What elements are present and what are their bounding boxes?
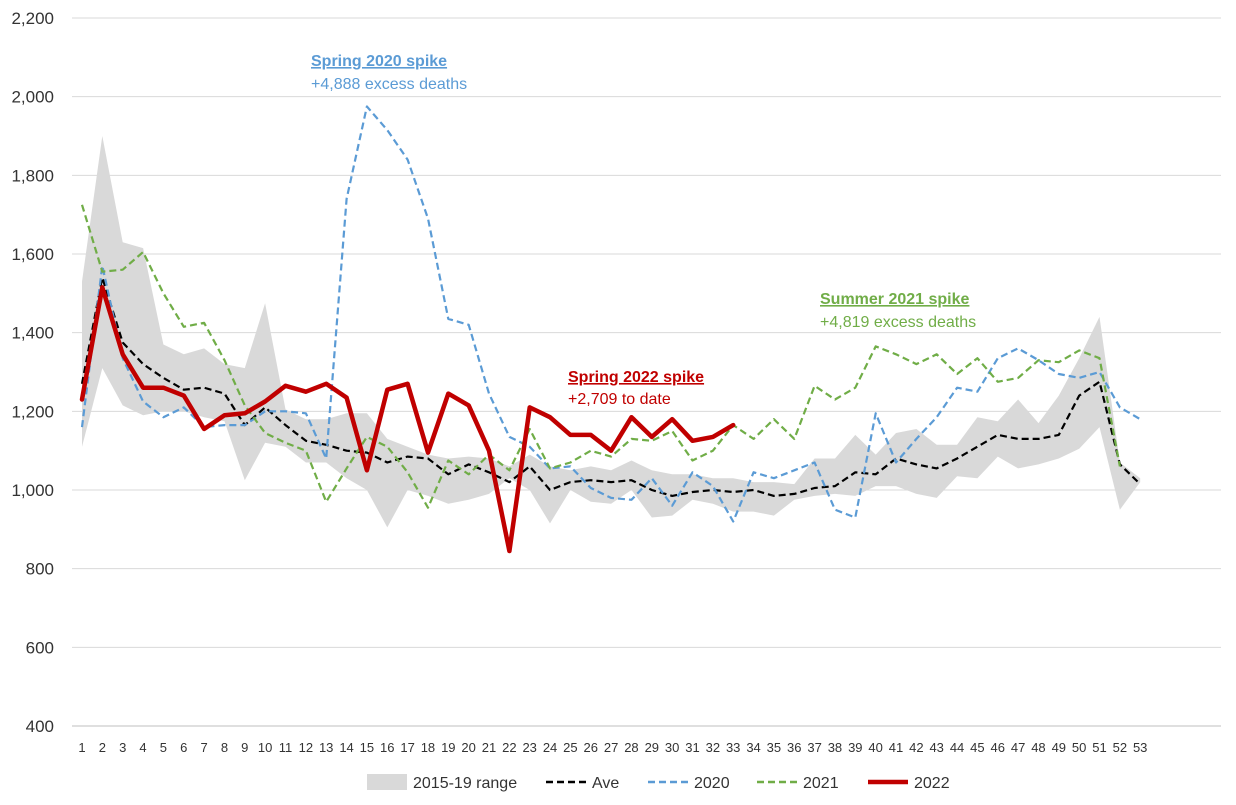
x-tick-label: 12 xyxy=(299,740,313,755)
x-tick-label: 7 xyxy=(200,740,207,755)
x-tick-label: 42 xyxy=(909,740,923,755)
x-tick-label: 39 xyxy=(848,740,862,755)
legend-label: 2022 xyxy=(914,775,950,792)
x-tick-label: 15 xyxy=(360,740,374,755)
x-tick-label: 48 xyxy=(1031,740,1045,755)
x-tick-label: 21 xyxy=(482,740,496,755)
x-tick-label: 2 xyxy=(99,740,106,755)
x-tick-label: 1 xyxy=(78,740,85,755)
y-tick-label: 400 xyxy=(26,717,54,736)
x-tick-label: 44 xyxy=(950,740,964,755)
x-tick-label: 45 xyxy=(970,740,984,755)
series-lines xyxy=(79,105,1141,554)
x-tick-label: 16 xyxy=(380,740,394,755)
x-tick-label: 28 xyxy=(624,740,638,755)
x-tick-label: 20 xyxy=(461,740,475,755)
x-tick-label: 53 xyxy=(1133,740,1147,755)
annotations: Spring 2020 spike +4,888 excess deaths Sum… xyxy=(311,53,976,408)
x-tick-label: 46 xyxy=(991,740,1005,755)
series-line-2020 xyxy=(80,105,1141,523)
annotation-title: Summer 2021 spike xyxy=(820,291,970,308)
x-tick-label: 24 xyxy=(543,740,557,755)
x-tick-label: 5 xyxy=(160,740,167,755)
x-tick-label: 50 xyxy=(1072,740,1086,755)
x-tick-label: 10 xyxy=(258,740,272,755)
x-tick-label: 31 xyxy=(685,740,699,755)
x-tick-label: 37 xyxy=(807,740,821,755)
y-tick-label: 1,600 xyxy=(11,245,54,264)
legend: 2015-19 range Ave 2020 2021 2022 xyxy=(367,774,950,792)
x-tick-label: 8 xyxy=(221,740,228,755)
y-tick-label: 1,800 xyxy=(11,166,54,185)
x-tick-label: 49 xyxy=(1052,740,1066,755)
x-tick-label: 29 xyxy=(645,740,659,755)
x-tick-label: 4 xyxy=(139,740,146,755)
x-tick-label: 14 xyxy=(339,740,353,755)
x-tick-label: 38 xyxy=(828,740,842,755)
legend-label: 2015-19 range xyxy=(413,775,517,792)
x-tick-label: 3 xyxy=(119,740,126,755)
x-tick-label: 25 xyxy=(563,740,577,755)
x-tick-label: 36 xyxy=(787,740,801,755)
x-tick-label: 34 xyxy=(746,740,760,755)
range-band xyxy=(82,136,1141,528)
y-tick-label: 1,000 xyxy=(11,481,54,500)
x-tick-label: 19 xyxy=(441,740,455,755)
range-area xyxy=(82,136,1141,528)
x-tick-label: 33 xyxy=(726,740,740,755)
x-tick-label: 26 xyxy=(584,740,598,755)
x-tick-label: 17 xyxy=(400,740,414,755)
x-tick-label: 52 xyxy=(1113,740,1127,755)
annotation-title: Spring 2020 spike xyxy=(311,53,447,70)
y-tick-label: 600 xyxy=(26,638,54,657)
y-axis: 400 600 800 1,000 1,200 1,400 1,600 1,800 2,000 2… xyxy=(11,9,54,736)
y-tick-label: 1,200 xyxy=(11,402,54,421)
legend-swatch xyxy=(367,774,407,790)
series-line-ave xyxy=(80,276,1141,497)
legend-label: 2020 xyxy=(694,775,730,792)
x-tick-label: 27 xyxy=(604,740,618,755)
x-tick-label: 40 xyxy=(868,740,882,755)
annotation-text: +4,819 excess deaths xyxy=(820,314,976,331)
y-tick-label: 2,200 xyxy=(11,9,54,28)
series-line-2021 xyxy=(80,204,1121,509)
series-line-2022 xyxy=(79,285,736,554)
x-tick-label: 22 xyxy=(502,740,516,755)
x-axis: 1 2 3 4 5 6 7 8 9 10 11 12 13 14 15 16 17 18 19 20 21 22 23 24 2… xyxy=(78,740,1147,755)
x-tick-label: 6 xyxy=(180,740,187,755)
x-tick-label: 41 xyxy=(889,740,903,755)
x-tick-label: 13 xyxy=(319,740,333,755)
x-tick-label: 9 xyxy=(241,740,248,755)
annotation-text: +4,888 excess deaths xyxy=(311,76,467,93)
y-tick-label: 2,000 xyxy=(11,88,54,107)
x-tick-label: 11 xyxy=(279,740,293,755)
x-tick-label: 47 xyxy=(1011,740,1025,755)
x-tick-label: 51 xyxy=(1092,740,1106,755)
legend-label: 2021 xyxy=(803,775,839,792)
x-tick-label: 32 xyxy=(706,740,720,755)
x-tick-label: 43 xyxy=(929,740,943,755)
legend-label: Ave xyxy=(592,775,619,792)
annotation-title: Spring 2022 spike xyxy=(568,369,704,386)
x-tick-label: 35 xyxy=(767,740,781,755)
annotation-text: +2,709 to date xyxy=(568,391,671,408)
x-tick-label: 23 xyxy=(522,740,536,755)
y-tick-label: 800 xyxy=(26,560,54,579)
x-tick-label: 30 xyxy=(665,740,679,755)
y-tick-label: 1,400 xyxy=(11,324,54,343)
x-tick-label: 18 xyxy=(421,740,435,755)
